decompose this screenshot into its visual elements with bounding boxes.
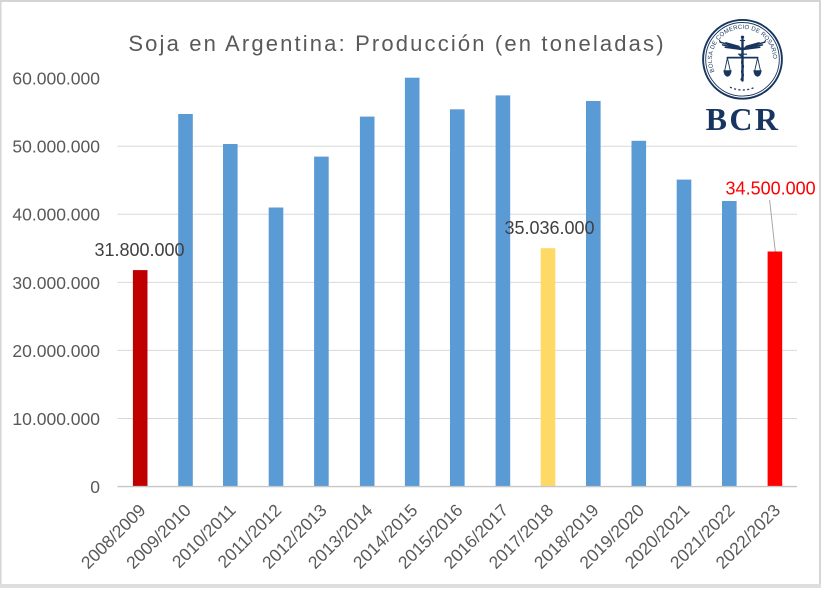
svg-text:30.000.000: 30.000.000 [12, 273, 100, 293]
svg-text:10.000.000: 10.000.000 [12, 409, 100, 429]
svg-text:40.000.000: 40.000.000 [12, 205, 100, 225]
svg-text:60.000.000: 60.000.000 [12, 69, 100, 89]
svg-text:0: 0 [90, 477, 100, 497]
svg-text:20.000.000: 20.000.000 [12, 341, 100, 361]
svg-text:50.000.000: 50.000.000 [12, 137, 100, 157]
svg-text:34.500.000: 34.500.000 [726, 179, 816, 199]
svg-text:BCR: BCR [706, 101, 781, 137]
svg-text:Soja en Argentina: Producción: Soja en Argentina: Producción (en tonela… [128, 31, 665, 56]
svg-text:31.800.000: 31.800.000 [94, 240, 184, 260]
svg-text:35.036.000: 35.036.000 [504, 218, 594, 238]
